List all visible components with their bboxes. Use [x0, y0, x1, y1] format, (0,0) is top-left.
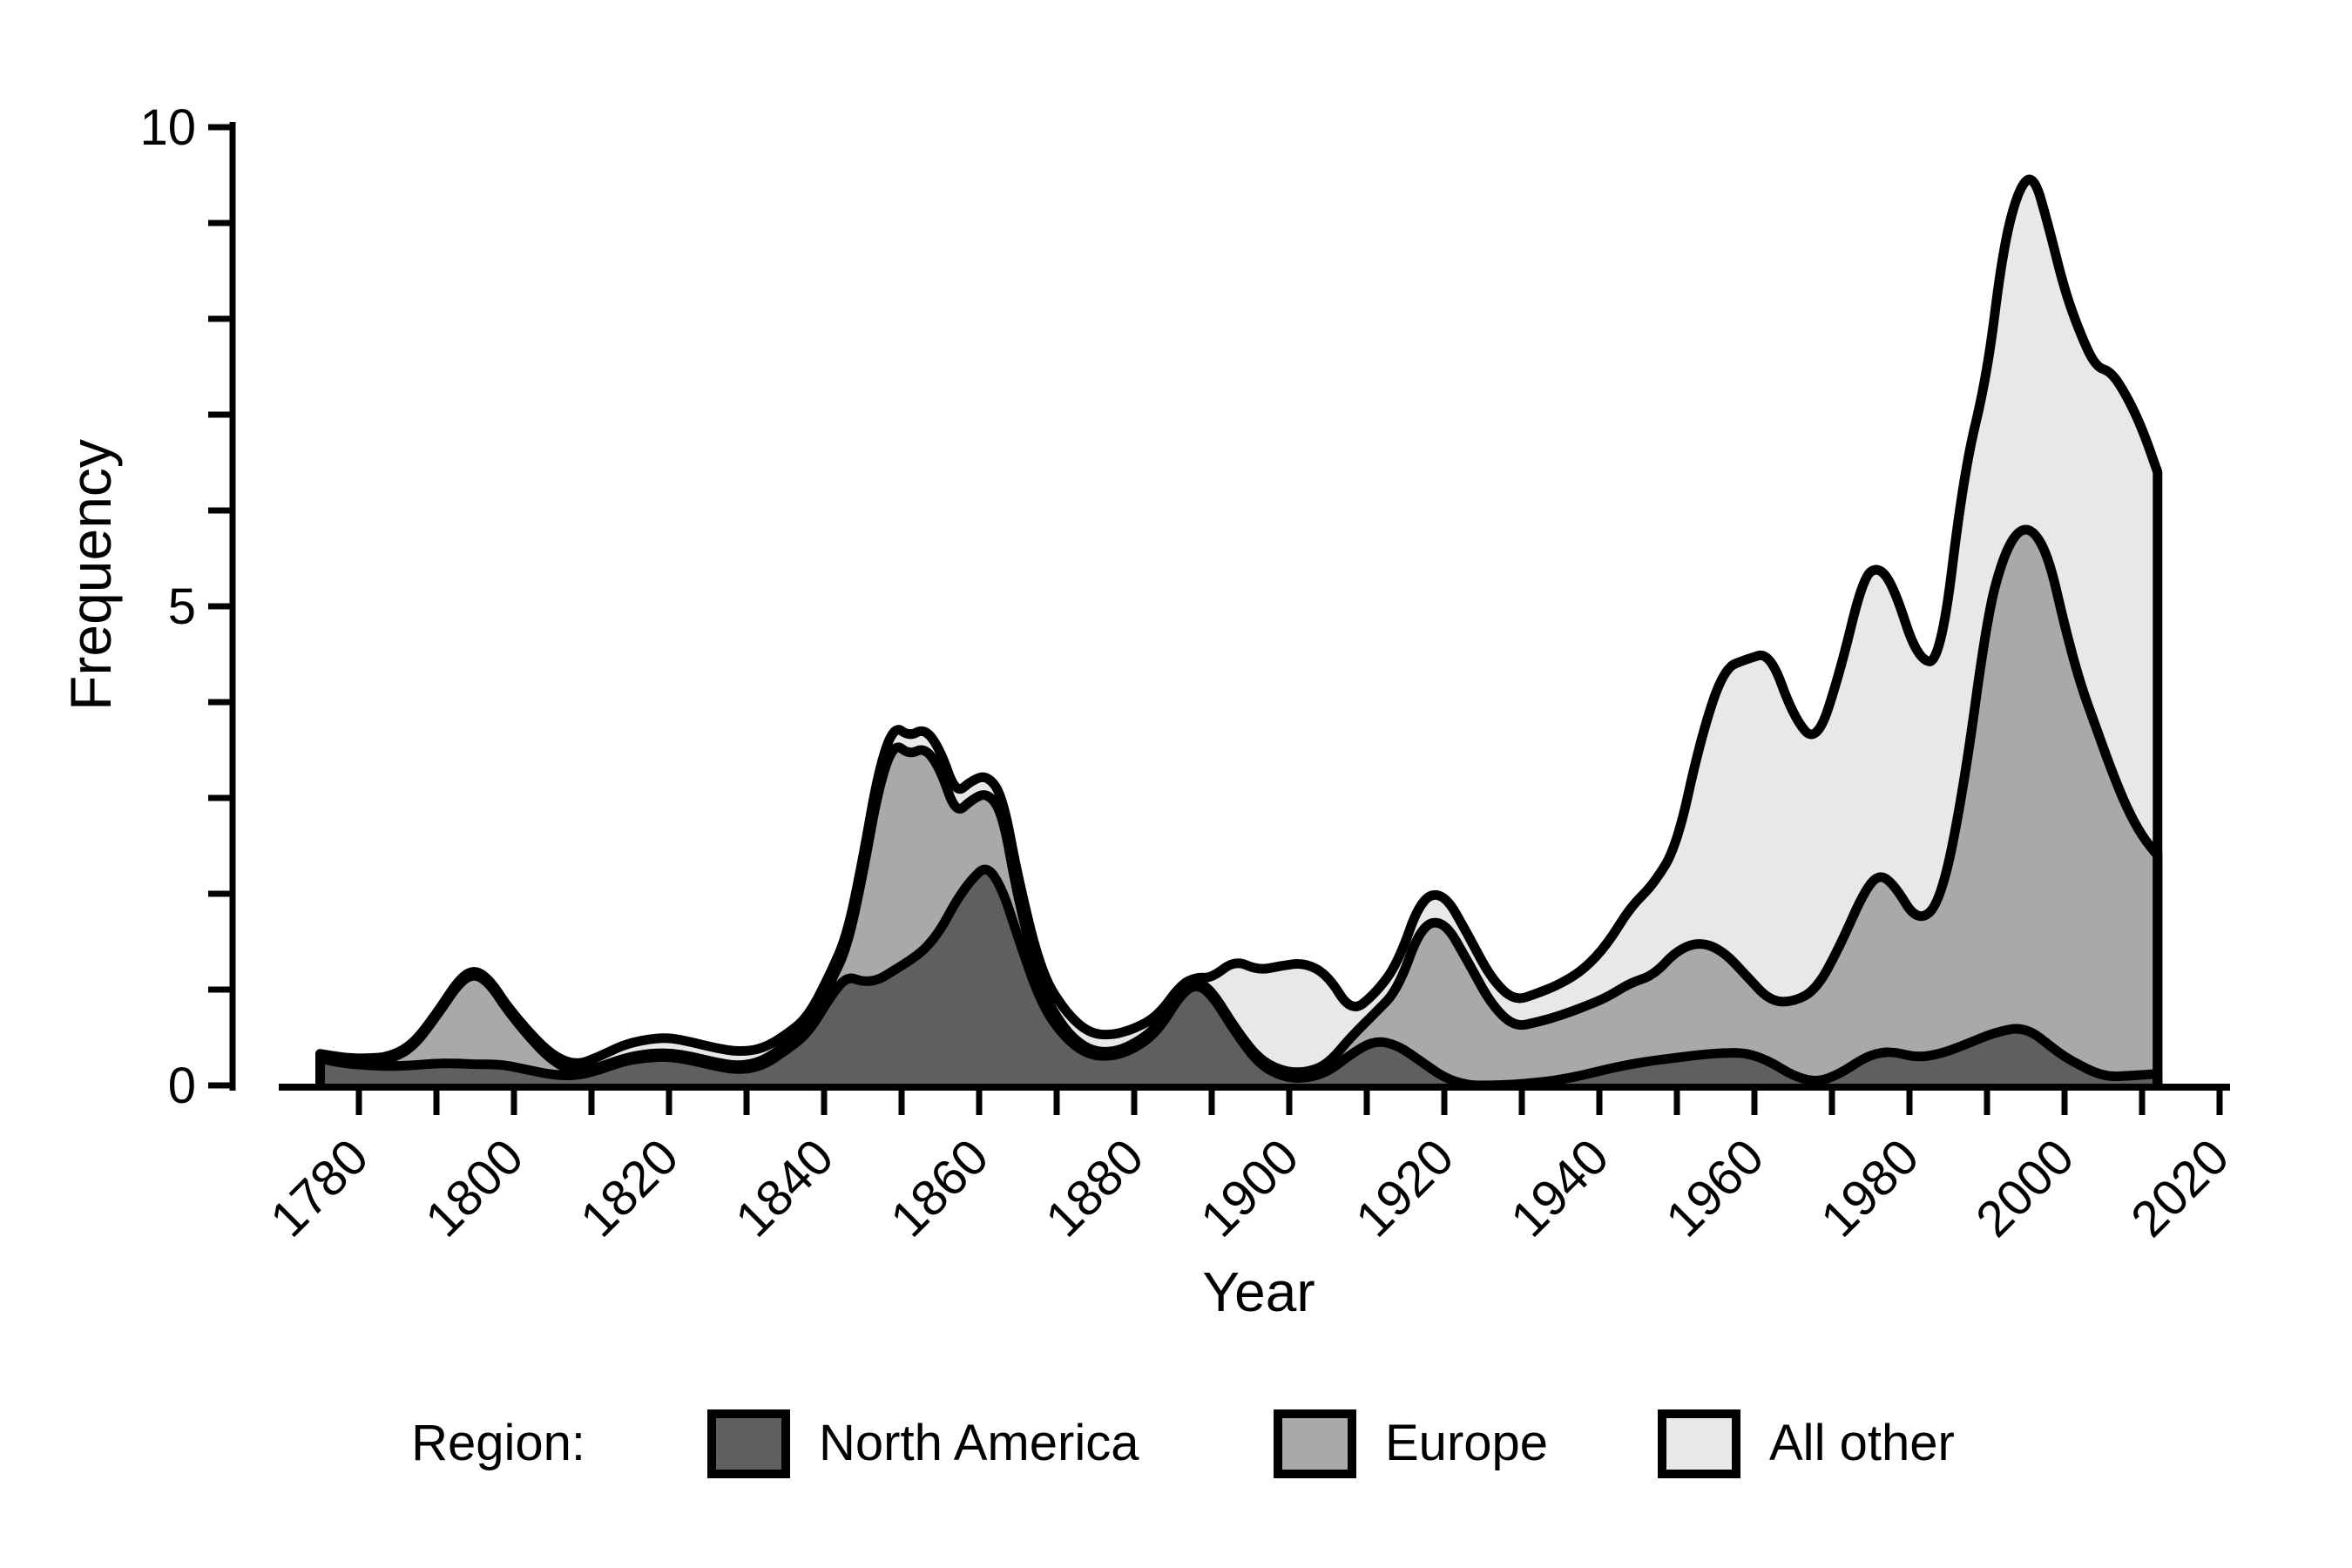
x-tick-label: 1980 — [1810, 1128, 1930, 1247]
outline-all-other — [315, 174, 2163, 1085]
x-axis-title: Year — [1202, 1260, 1315, 1323]
x-tick-label: 1920 — [1345, 1128, 1464, 1247]
legend-swatch-north-america — [707, 1409, 790, 1478]
legend-label-europe: Europe — [1385, 1415, 1548, 1471]
y-axis-title: Frequency — [58, 439, 123, 711]
legend-label-all-other: All other — [1769, 1415, 1955, 1471]
x-tick-label: 1860 — [880, 1128, 999, 1247]
legend-swatch-all-other — [1658, 1409, 1740, 1478]
x-tick-label: 1800 — [415, 1128, 534, 1247]
x-tick-label: 1820 — [570, 1128, 689, 1247]
x-tick-label: 1780 — [260, 1128, 379, 1247]
outline-europe — [315, 524, 2163, 1085]
y-tick-label: 10 — [139, 99, 196, 156]
x-tick-label: 2000 — [1965, 1128, 2085, 1247]
y-tick-label: 0 — [168, 1058, 196, 1114]
x-tick-label: 1960 — [1655, 1128, 1774, 1247]
legend-label-north-america: North America — [819, 1415, 1139, 1471]
area-outlines — [315, 174, 2163, 1091]
x-tick-label: 1940 — [1500, 1128, 1619, 1247]
axes — [208, 122, 2230, 1115]
area-all-other — [320, 179, 2158, 1072]
area-bands — [320, 179, 2158, 1085]
legend-swatch-europe — [1274, 1409, 1356, 1478]
x-tick-label: 2020 — [2120, 1128, 2240, 1247]
x-tick-label: 1880 — [1035, 1128, 1154, 1247]
x-tick-label: 1900 — [1190, 1128, 1309, 1247]
legend-title: Region: — [411, 1415, 585, 1471]
y-tick-label: 5 — [168, 578, 196, 635]
legend: Region: North America Europe All other — [411, 1409, 1955, 1478]
x-tick-label: 1840 — [725, 1128, 844, 1247]
